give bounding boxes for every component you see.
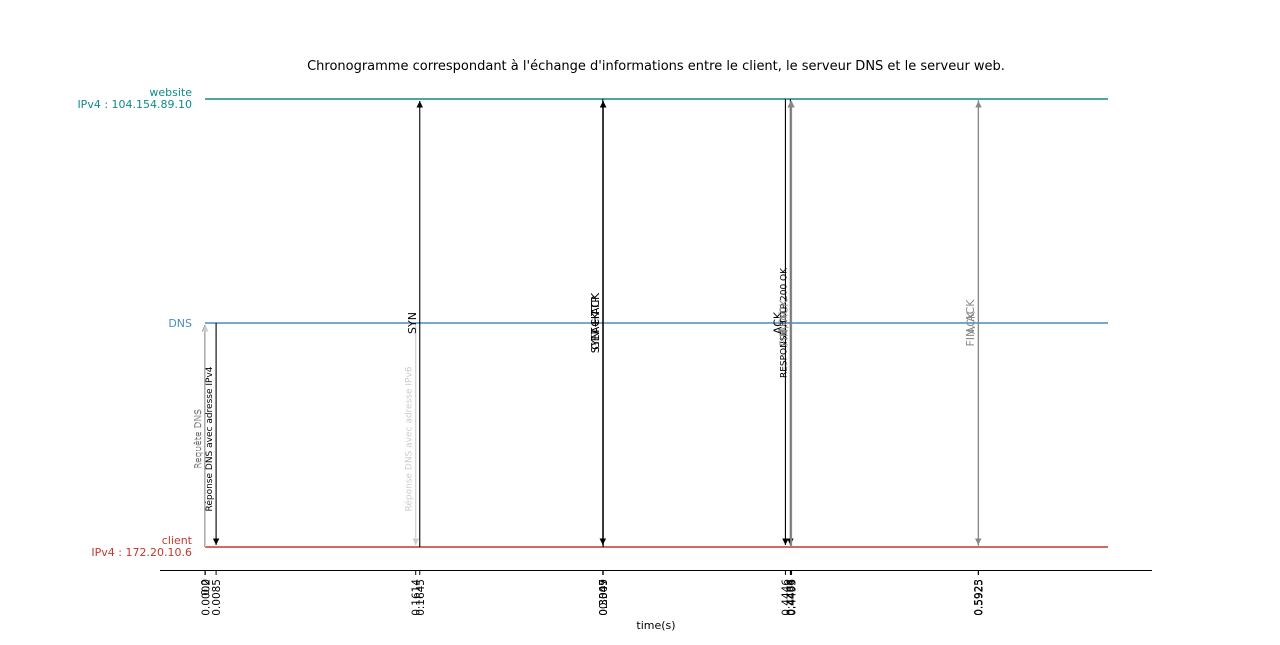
- lane-name-dns: DNS: [168, 317, 192, 330]
- x-tick-label: 0.4486: [786, 579, 798, 616]
- message-label: Réponse DNS avec adresse IPv6: [404, 366, 415, 511]
- x-axis-label: time(s): [636, 619, 675, 632]
- lane-name-client: client: [162, 534, 193, 547]
- x-tick-label: 0.1614: [411, 579, 423, 616]
- message-label: Réponse DNS avec adresse IPv4: [204, 366, 215, 511]
- message-label: ACK: [771, 311, 784, 334]
- x-tick-label: 0.305: [598, 579, 610, 609]
- message-label: GET HTTP: [589, 296, 602, 350]
- message-label: Requête DNS: [193, 409, 204, 469]
- lane-address-client: IPv4 : 172.20.10.6: [91, 546, 192, 559]
- x-tick-label: 0.1645: [415, 579, 427, 616]
- chart-title: Chronogramme correspondant à l'échange d…: [307, 59, 1005, 74]
- x-tick-label: 0.4446: [780, 579, 792, 616]
- message-label: SYN + ACK: [589, 292, 602, 353]
- message-label: ACK: [777, 311, 790, 334]
- message-label: ACK: [965, 311, 978, 334]
- x-tick-label: 0.4484: [785, 579, 797, 616]
- message-label: RESPONSE HTTP 200 OK: [779, 267, 789, 378]
- lane-address-website: IPv4 : 104.154.89.10: [77, 98, 192, 111]
- x-tick-label: 0.0002: [200, 579, 212, 616]
- x-tick-label: 0.5925: [974, 579, 986, 616]
- message-label: FIN, ACK: [778, 299, 791, 347]
- x-tick-label: 0.4493: [787, 579, 799, 616]
- x-tick-label: 0.0: [200, 579, 212, 596]
- x-tick-label: 0.3049: [598, 579, 610, 616]
- lane-name-website: website: [149, 86, 192, 99]
- x-tick-label: 0.3047: [598, 579, 610, 616]
- message-label: SYN: [406, 312, 419, 334]
- x-tick-label: 0.5923: [973, 579, 985, 616]
- message-label: Requête DNS: [193, 409, 204, 469]
- message-label: FIN, ACK: [964, 299, 977, 347]
- message-label: ACK: [589, 311, 602, 334]
- x-tick-label: 0.0085: [211, 579, 223, 616]
